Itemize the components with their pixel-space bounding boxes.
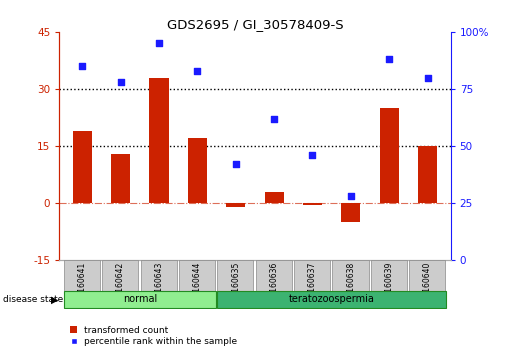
Text: GSM160644: GSM160644 — [193, 262, 202, 308]
FancyBboxPatch shape — [217, 260, 253, 292]
Point — [155, 40, 163, 46]
Text: teratozoospermia: teratozoospermia — [289, 295, 374, 304]
Point — [78, 63, 87, 69]
Point — [232, 161, 240, 167]
FancyBboxPatch shape — [102, 260, 138, 292]
Text: GSM160636: GSM160636 — [270, 262, 279, 308]
Point — [193, 68, 201, 74]
FancyBboxPatch shape — [333, 260, 369, 292]
Text: GSM160639: GSM160639 — [385, 262, 394, 308]
Bar — [341, 203, 360, 222]
Bar — [226, 203, 245, 207]
FancyBboxPatch shape — [217, 291, 446, 308]
Point — [116, 79, 125, 85]
FancyBboxPatch shape — [141, 260, 177, 292]
Text: GSM160643: GSM160643 — [154, 262, 163, 308]
Point — [308, 152, 317, 158]
Bar — [265, 192, 284, 203]
Bar — [303, 203, 322, 205]
Text: GSM160637: GSM160637 — [308, 262, 317, 308]
Text: normal: normal — [123, 295, 157, 304]
Text: ▶: ▶ — [50, 295, 58, 304]
Bar — [188, 138, 207, 203]
Point — [385, 56, 393, 62]
Bar — [418, 146, 437, 203]
Bar — [149, 78, 168, 203]
Text: GSM160642: GSM160642 — [116, 262, 125, 308]
Bar — [380, 108, 399, 203]
Text: GSM160635: GSM160635 — [231, 262, 240, 308]
FancyBboxPatch shape — [179, 260, 215, 292]
Title: GDS2695 / GI_30578409-S: GDS2695 / GI_30578409-S — [167, 18, 343, 31]
Text: GSM160640: GSM160640 — [423, 262, 432, 308]
FancyBboxPatch shape — [409, 260, 445, 292]
Bar — [73, 131, 92, 203]
Text: disease state: disease state — [3, 295, 63, 304]
Point — [270, 116, 278, 121]
Legend: transformed count, percentile rank within the sample: transformed count, percentile rank withi… — [66, 322, 241, 349]
Point — [347, 193, 355, 199]
Text: GSM160641: GSM160641 — [78, 262, 87, 308]
Bar — [111, 154, 130, 203]
FancyBboxPatch shape — [255, 260, 292, 292]
Text: GSM160638: GSM160638 — [347, 262, 355, 308]
FancyBboxPatch shape — [64, 260, 100, 292]
FancyBboxPatch shape — [371, 260, 407, 292]
FancyBboxPatch shape — [294, 260, 330, 292]
Point — [423, 75, 432, 80]
FancyBboxPatch shape — [64, 291, 216, 308]
